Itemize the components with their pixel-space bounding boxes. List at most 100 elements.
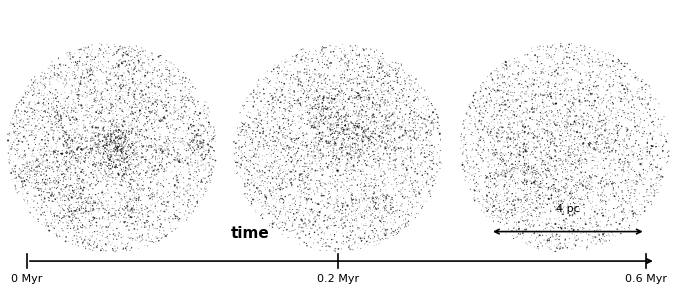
Point <box>196 187 207 192</box>
Point <box>546 96 557 101</box>
Point <box>493 179 504 183</box>
Point <box>269 147 280 151</box>
Point <box>368 186 379 191</box>
Point <box>203 120 214 125</box>
Point <box>156 158 167 163</box>
Point <box>42 158 53 162</box>
Point <box>128 71 139 76</box>
Point <box>493 76 504 80</box>
Point <box>296 80 307 84</box>
Point <box>495 157 506 161</box>
Point <box>523 212 533 217</box>
Point <box>317 242 328 247</box>
Point <box>4 123 15 128</box>
Point <box>116 158 126 163</box>
Point <box>291 101 301 106</box>
Point <box>297 112 308 117</box>
Point <box>345 120 356 125</box>
Point <box>502 132 513 136</box>
Point <box>636 88 647 92</box>
Point <box>514 135 525 140</box>
Point <box>29 75 40 79</box>
Point <box>527 165 537 170</box>
Point <box>314 139 324 143</box>
Point <box>128 72 139 77</box>
Point <box>38 167 49 172</box>
Point <box>128 170 139 174</box>
Point <box>103 240 114 245</box>
Point <box>10 164 21 168</box>
Point <box>575 159 585 164</box>
Point <box>581 144 592 148</box>
Point <box>577 174 588 179</box>
Point <box>329 126 340 131</box>
Point <box>180 134 191 139</box>
Point <box>110 234 120 239</box>
Point <box>388 68 399 73</box>
Point <box>504 100 515 105</box>
Point <box>102 130 113 135</box>
Point <box>551 237 562 242</box>
Point <box>379 139 390 144</box>
Point <box>646 183 656 188</box>
Point <box>619 207 629 212</box>
Point <box>490 152 501 157</box>
Point <box>129 83 140 87</box>
Point <box>30 142 41 147</box>
Point <box>73 135 84 140</box>
Point <box>414 86 425 91</box>
Point <box>106 184 117 189</box>
Point <box>190 86 201 91</box>
Point <box>381 236 391 241</box>
Point <box>14 174 25 179</box>
Point <box>631 129 642 134</box>
Point <box>600 156 611 161</box>
Point <box>608 101 619 106</box>
Point <box>622 216 633 220</box>
Point <box>339 127 349 132</box>
Point <box>38 77 49 81</box>
Point <box>548 226 559 230</box>
Point <box>403 223 414 227</box>
Point <box>137 237 148 242</box>
Point <box>598 199 608 203</box>
Point <box>357 199 368 203</box>
Point <box>323 141 334 145</box>
Point <box>65 118 76 122</box>
Point <box>95 59 106 64</box>
Point <box>323 66 334 71</box>
Point <box>481 184 492 189</box>
Point <box>130 144 141 149</box>
Point <box>555 62 566 67</box>
Point <box>381 136 392 140</box>
Point <box>391 232 402 237</box>
Point <box>136 225 147 230</box>
Point <box>385 206 396 211</box>
Point <box>295 79 306 84</box>
Point <box>115 148 126 153</box>
Point <box>325 122 336 126</box>
Point <box>312 57 322 62</box>
Point <box>586 103 597 108</box>
Point <box>591 128 602 133</box>
Point <box>341 141 352 146</box>
Point <box>331 118 342 123</box>
Point <box>511 143 522 148</box>
Point <box>381 196 391 201</box>
Point <box>37 189 47 194</box>
Point <box>99 133 110 138</box>
Point <box>341 82 352 87</box>
Point <box>579 150 590 154</box>
Point <box>124 49 135 53</box>
Point <box>31 133 42 138</box>
Point <box>356 136 367 141</box>
Point <box>384 72 395 77</box>
Point <box>246 180 257 185</box>
Point <box>414 165 425 170</box>
Point <box>102 175 113 179</box>
Point <box>323 150 334 155</box>
Point <box>92 127 103 131</box>
Point <box>644 193 654 198</box>
Point <box>245 163 256 168</box>
Point <box>306 226 316 230</box>
